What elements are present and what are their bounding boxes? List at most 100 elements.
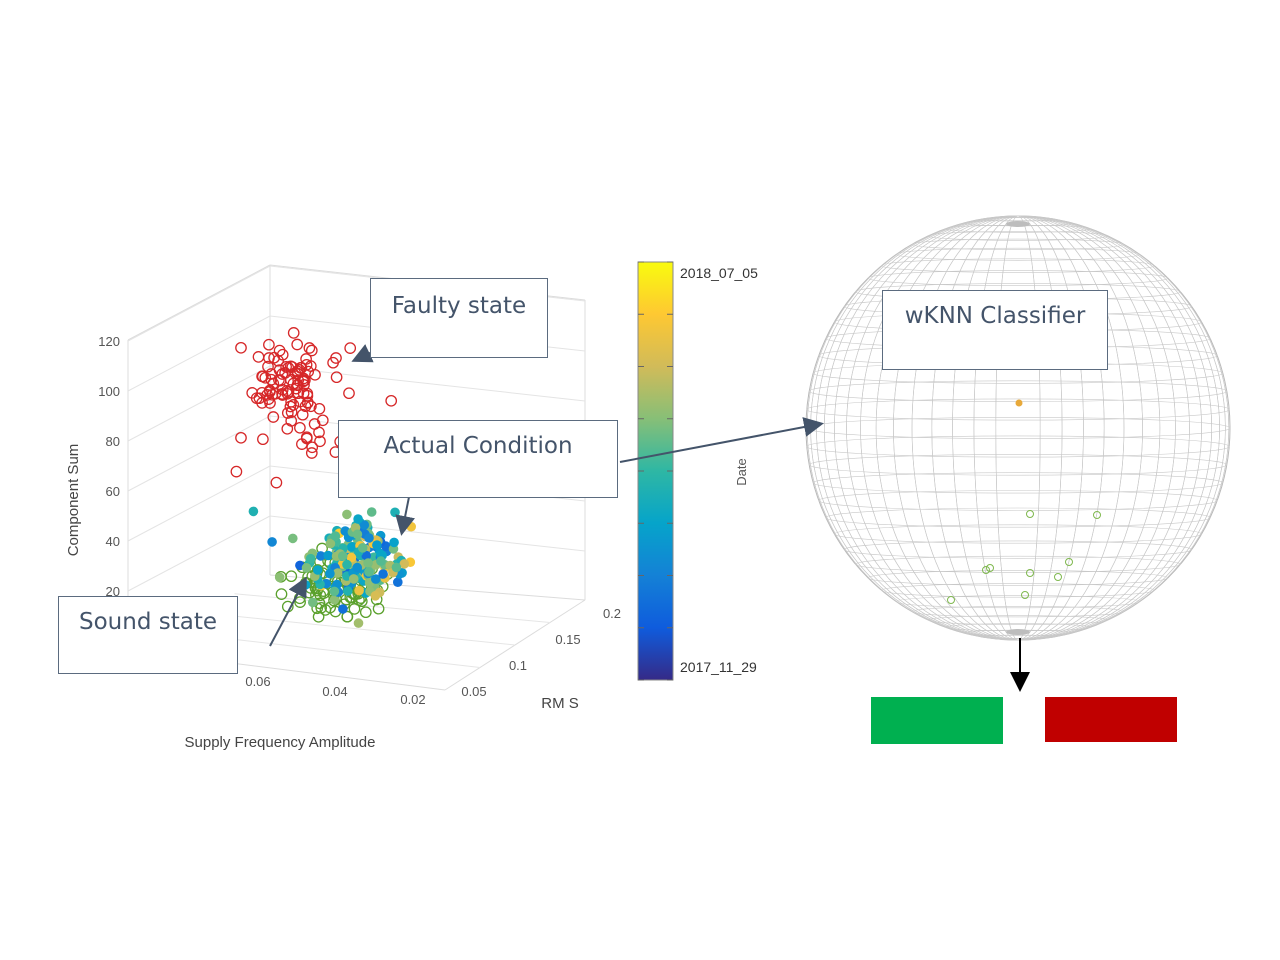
sphere-meridian	[893, 215, 1143, 641]
data-point	[248, 506, 259, 517]
neighbor-point	[1054, 573, 1062, 581]
z-gridline	[127, 465, 271, 542]
z-axis-label: Component Sum	[65, 444, 82, 557]
data-point	[296, 438, 308, 450]
data-point	[354, 585, 364, 596]
data-point	[340, 526, 351, 536]
data-point	[348, 574, 359, 584]
data-point	[359, 520, 370, 530]
y-tick-label: 0.15	[555, 632, 580, 647]
data-point	[312, 610, 325, 623]
y-tick-label: 0.05	[461, 684, 486, 699]
data-point	[361, 550, 372, 561]
wknn-classifier-label: wKNN Classifier	[904, 303, 1086, 329]
z-tick-label: 80	[106, 434, 120, 449]
data-point	[364, 567, 374, 577]
data-point	[305, 553, 316, 564]
data-point	[270, 476, 283, 489]
data-point	[323, 550, 334, 561]
data-point	[276, 389, 289, 401]
data-point	[346, 552, 357, 563]
data-point	[372, 540, 382, 550]
sphere-latitude	[812, 472, 1224, 494]
data-point	[285, 395, 297, 408]
data-point	[269, 387, 282, 400]
data-point	[301, 389, 314, 402]
sphere-latitude	[825, 507, 1211, 528]
data-point	[330, 531, 341, 541]
colorbar-ticks	[638, 261, 673, 681]
data-point	[393, 577, 403, 587]
sphere-latitude	[896, 247, 1140, 261]
sphere-meridian	[911, 215, 1125, 641]
data-point	[305, 447, 318, 459]
z-gridline	[269, 515, 586, 552]
data-point	[303, 342, 316, 354]
z-tick-label: 40	[106, 534, 120, 549]
data-point	[406, 521, 417, 532]
sphere-meridian	[846, 215, 1190, 641]
sphere-meridian	[810, 215, 1226, 641]
data-point	[296, 408, 309, 421]
sphere-meridian	[860, 215, 1176, 641]
sphere-latitude	[834, 524, 1202, 544]
data-point	[305, 400, 317, 413]
x-axis-ticks: 0.06 0.04 0.02	[245, 674, 425, 707]
data-point	[301, 563, 312, 573]
data-point	[274, 572, 285, 583]
z-tick-label: 60	[106, 484, 120, 499]
data-point	[281, 422, 294, 435]
y-tick-label: 0.1	[509, 658, 527, 673]
data-point	[263, 352, 275, 364]
z-gridline	[127, 315, 271, 392]
neighbor-point	[1065, 558, 1073, 566]
floor-gridline	[198, 612, 516, 646]
data-point	[352, 529, 363, 540]
z-axis-ticks: 20 40 60 80 100 120	[98, 334, 120, 599]
sphere-meridian	[875, 215, 1161, 641]
actual-condition-callout: Actual Condition	[338, 420, 618, 498]
data-point	[305, 344, 318, 357]
data-point	[315, 551, 326, 561]
data-point	[346, 542, 357, 552]
data-point	[364, 533, 374, 543]
sphere-meridian	[973, 215, 1063, 641]
data-point	[267, 537, 277, 547]
data-point	[312, 565, 323, 575]
sphere-latitude	[818, 490, 1218, 511]
sphere-meridian	[860, 215, 1176, 641]
x-tick-label: 0.02	[400, 692, 425, 707]
data-point	[330, 371, 343, 384]
classifier-arrow	[619, 417, 824, 463]
sphere-pole	[1006, 629, 1030, 635]
sphere-latitude	[843, 540, 1192, 559]
classifier-sphere	[805, 215, 1231, 641]
z-gridline	[127, 365, 271, 442]
data-point	[343, 387, 355, 400]
y-axis-ticks: 0.05 0.1 0.15 0.2	[461, 606, 621, 699]
sphere-meridian	[823, 215, 1212, 641]
data-point	[385, 394, 398, 407]
data-point	[319, 604, 332, 616]
sphere-meridian	[893, 215, 1143, 641]
faulty-state-label: Faulty state	[391, 293, 527, 319]
sphere-latitude	[808, 380, 1228, 402]
data-point	[250, 392, 263, 405]
sound-state-label: Sound state	[79, 609, 217, 635]
data-point	[235, 431, 247, 444]
sphere-meridian	[846, 215, 1190, 641]
data-point	[357, 543, 368, 553]
data-point	[338, 604, 348, 614]
neighbor-point	[1021, 591, 1029, 599]
sphere-latitude	[806, 435, 1230, 458]
data-point	[376, 556, 386, 566]
sphere-latitude	[881, 258, 1155, 273]
data-point	[281, 407, 294, 419]
data-point	[325, 568, 335, 579]
sphere-meridian	[995, 215, 1041, 641]
y-axis-label: RM S	[541, 695, 579, 712]
sphere-pole	[1006, 221, 1030, 227]
data-point	[316, 414, 329, 427]
sphere-meridian	[810, 215, 1226, 641]
data-point	[306, 441, 319, 454]
